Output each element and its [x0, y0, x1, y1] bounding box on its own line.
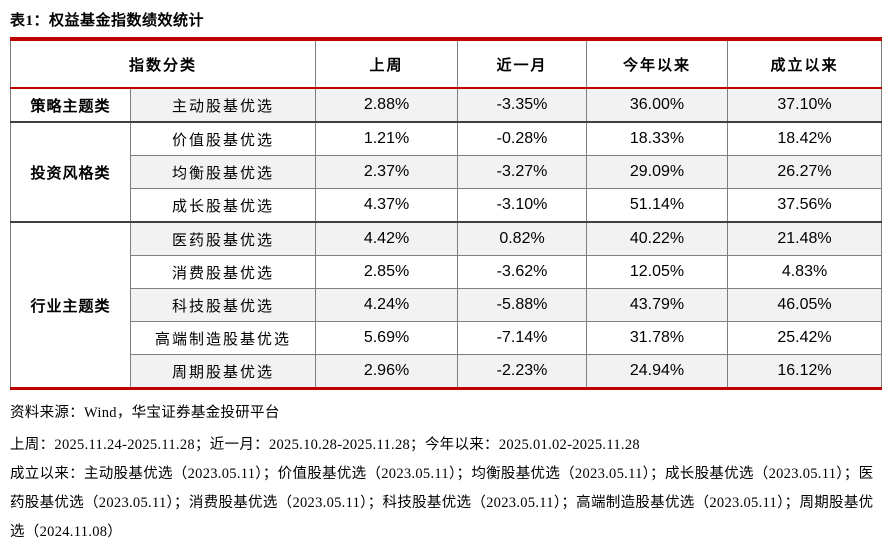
value-since-inception: 26.27% — [727, 155, 883, 189]
value-since-inception: 25.42% — [727, 321, 883, 355]
index-name: 价值股基优选 — [129, 121, 317, 156]
table-title: 表1：权益基金指数绩效统计 — [10, 13, 205, 29]
value-last-month: -3.35% — [457, 87, 588, 123]
value-last-week: 1.21% — [315, 121, 459, 156]
value-last-week: 5.69% — [315, 321, 459, 355]
group-cell-investment-style: 投资风格类 — [10, 121, 131, 223]
table-row: 均衡股基优选 2.37% -3.27% 29.09% 26.27% — [11, 155, 883, 189]
table-row: 高端制造股基优选 5.69% -7.14% 31.78% 25.42% — [11, 321, 883, 355]
value-ytd: 18.33% — [586, 121, 729, 156]
header-since-inception: 成立以来 — [727, 38, 883, 89]
value-last-month: 0.82% — [457, 221, 588, 256]
value-last-week: 2.37% — [315, 155, 459, 189]
value-ytd: 12.05% — [586, 255, 729, 289]
value-last-week: 2.96% — [315, 354, 459, 389]
header-last-week: 上周 — [315, 38, 459, 89]
value-last-week: 2.85% — [315, 255, 459, 289]
index-name: 主动股基优选 — [129, 87, 317, 123]
index-name: 科技股基优选 — [129, 288, 317, 322]
table-row: 消费股基优选 2.85% -3.62% 12.05% 4.83% — [11, 255, 883, 289]
value-last-month: -0.28% — [457, 121, 588, 156]
value-last-week: 4.37% — [315, 188, 459, 223]
value-ytd: 40.22% — [586, 221, 729, 256]
header-index-category: 指数分类 — [9, 38, 317, 89]
group-cell-industry-theme: 行业主题类 — [10, 221, 131, 389]
value-last-month: -3.27% — [457, 155, 588, 189]
value-last-month: -3.62% — [457, 255, 588, 289]
value-ytd: 43.79% — [586, 288, 729, 322]
value-since-inception: 37.56% — [727, 188, 883, 223]
index-name: 消费股基优选 — [129, 255, 317, 289]
value-since-inception: 16.12% — [727, 354, 883, 389]
value-last-week: 2.88% — [315, 87, 459, 123]
header-ytd: 今年以来 — [586, 38, 729, 89]
value-since-inception: 4.83% — [727, 255, 883, 289]
value-ytd: 36.00% — [586, 87, 729, 123]
value-ytd: 31.78% — [586, 321, 729, 355]
index-name: 均衡股基优选 — [129, 155, 317, 189]
group-cell-strategy-theme: 策略主题类 — [10, 87, 131, 123]
inception-dates-note: 成立以来：主动股基优选（2023.05.11）；价值股基优选（2023.05.1… — [10, 466, 874, 540]
index-name: 高端制造股基优选 — [129, 321, 317, 355]
value-since-inception: 37.10% — [727, 87, 883, 123]
value-since-inception: 18.42% — [727, 121, 883, 156]
table-row: 成长股基优选 4.37% -3.10% 51.14% 37.56% — [11, 188, 883, 223]
value-last-month: -2.23% — [457, 354, 588, 389]
value-ytd: 24.94% — [586, 354, 729, 389]
value-last-month: -5.88% — [457, 288, 588, 322]
header-row: 指数分类 上周 近一月 今年以来 成立以来 — [9, 38, 883, 89]
table-row: 周期股基优选 2.96% -2.23% 24.94% 16.12% — [11, 354, 883, 389]
value-ytd: 51.14% — [586, 188, 729, 223]
index-name: 周期股基优选 — [129, 354, 317, 389]
value-last-week: 4.24% — [315, 288, 459, 322]
value-last-month: -7.14% — [457, 321, 588, 355]
table-row: 行业主题类 医药股基优选 4.42% 0.82% 40.22% 21.48% — [10, 221, 883, 389]
value-since-inception: 21.48% — [727, 221, 883, 256]
table-row: 策略主题类 主动股基优选 2.88% -3.35% 36.00% 37.10% — [10, 87, 883, 123]
header-last-month: 近一月 — [457, 38, 588, 89]
index-name: 成长股基优选 — [129, 188, 317, 223]
index-name: 医药股基优选 — [129, 221, 317, 256]
fund-index-performance-table: 指数分类 上周 近一月 今年以来 成立以来 策略主题类 主动股基优选 2.88%… — [9, 37, 883, 390]
value-ytd: 29.09% — [586, 155, 729, 189]
period-definitions-note: 上周：2025.11.24-2025.11.28；近一月：2025.10.28-… — [10, 437, 640, 453]
value-last-month: -3.10% — [457, 188, 588, 223]
table-row: 科技股基优选 4.24% -5.88% 43.79% 46.05% — [11, 288, 883, 322]
value-since-inception: 46.05% — [727, 288, 883, 322]
value-last-week: 4.42% — [315, 221, 459, 256]
table-row: 投资风格类 价值股基优选 1.21% -0.28% 18.33% 18.42% — [10, 121, 883, 223]
data-source-note: 资料来源：Wind，华宝证券基金投研平台 — [10, 405, 280, 421]
footnotes: 资料来源：Wind，华宝证券基金投研平台 上周：2025.11.24-2025.… — [10, 399, 883, 547]
